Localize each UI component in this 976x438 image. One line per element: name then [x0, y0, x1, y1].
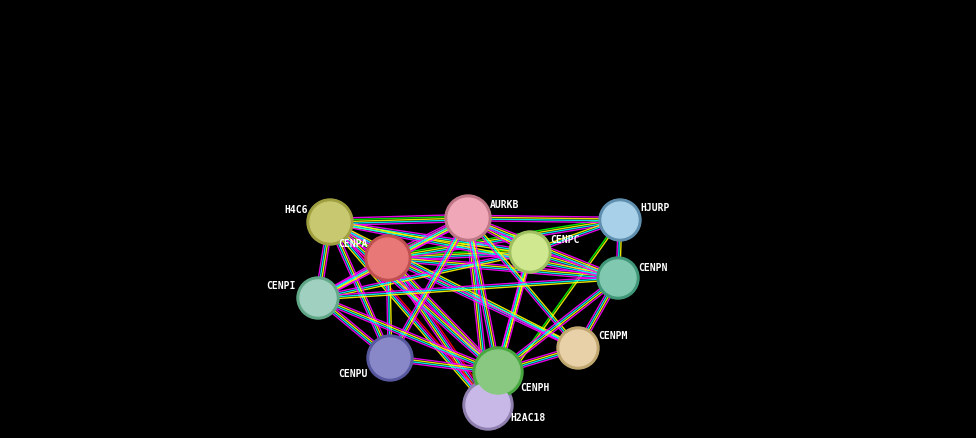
Circle shape [557, 327, 599, 369]
Text: CENPC: CENPC [550, 235, 580, 245]
Circle shape [365, 235, 411, 281]
Text: H4C6: H4C6 [284, 205, 308, 215]
Circle shape [512, 234, 548, 270]
Circle shape [466, 383, 510, 427]
Text: CENPU: CENPU [339, 369, 368, 379]
Text: CENPM: CENPM [598, 331, 628, 341]
Circle shape [448, 198, 488, 238]
Circle shape [368, 238, 408, 278]
Circle shape [597, 257, 639, 299]
Text: H2AC18: H2AC18 [510, 413, 546, 423]
Circle shape [463, 380, 513, 430]
Circle shape [509, 231, 551, 273]
Circle shape [370, 338, 410, 378]
Text: CENPH: CENPH [520, 383, 549, 393]
Circle shape [476, 350, 520, 394]
Text: AURKB: AURKB [490, 200, 519, 210]
Circle shape [473, 347, 523, 397]
Circle shape [310, 202, 350, 242]
Circle shape [307, 199, 353, 245]
Circle shape [297, 277, 339, 319]
Circle shape [300, 280, 336, 316]
Circle shape [445, 195, 491, 241]
Circle shape [602, 202, 638, 238]
Circle shape [367, 335, 413, 381]
Circle shape [560, 330, 596, 366]
Text: CENPN: CENPN [638, 263, 668, 273]
Circle shape [599, 199, 641, 241]
Text: HJURP: HJURP [640, 203, 670, 213]
Text: CENPI: CENPI [266, 281, 296, 291]
Circle shape [600, 260, 636, 296]
Text: CENPA: CENPA [339, 239, 368, 249]
